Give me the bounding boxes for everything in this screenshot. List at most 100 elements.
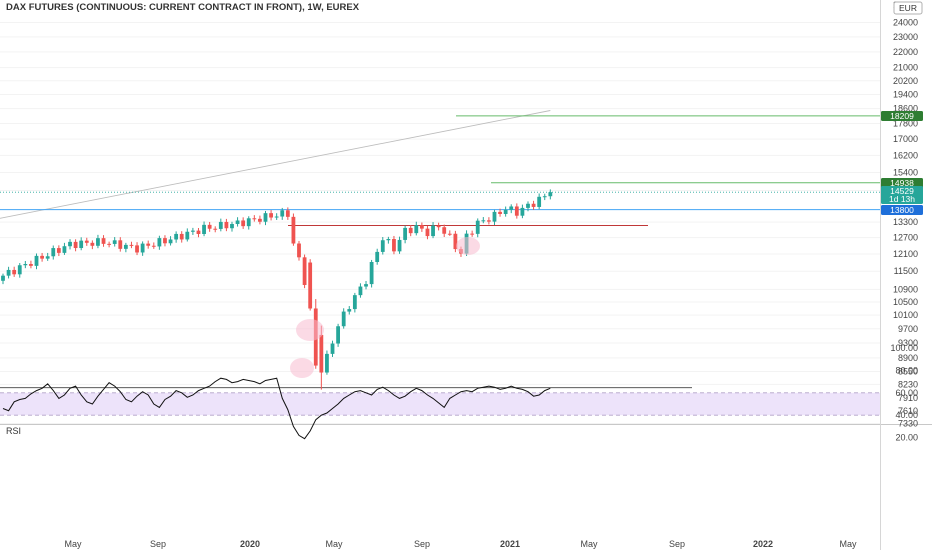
- candle-body[interactable]: [481, 220, 486, 222]
- rsi-axis[interactable]: 100.00 80.00 60.00 40.00 20.00: [890, 343, 918, 443]
- candle-body[interactable]: [40, 255, 44, 259]
- candle-body[interactable]: [6, 269, 11, 276]
- candle-body[interactable]: [325, 353, 329, 373]
- candle-body[interactable]: [486, 220, 491, 222]
- candle-body[interactable]: [542, 196, 547, 198]
- candle-body[interactable]: [414, 225, 419, 234]
- candle-body[interactable]: [419, 225, 424, 229]
- candle-body[interactable]: [68, 241, 72, 247]
- candle-body[interactable]: [163, 238, 167, 244]
- candle-body[interactable]: [308, 262, 313, 309]
- candle-body[interactable]: [230, 223, 234, 229]
- candle-body[interactable]: [84, 240, 89, 243]
- candle-body[interactable]: [436, 225, 441, 228]
- candle-body[interactable]: [258, 218, 262, 222]
- candle-body[interactable]: [73, 241, 78, 249]
- candle-body[interactable]: [475, 220, 480, 234]
- candle-body[interactable]: [224, 221, 229, 229]
- candle-body[interactable]: [447, 233, 452, 235]
- candle-body[interactable]: [174, 233, 179, 240]
- candle-body[interactable]: [341, 311, 346, 327]
- candle-body[interactable]: [520, 207, 525, 216]
- candle-body[interactable]: [118, 240, 123, 249]
- candle-body[interactable]: [34, 255, 39, 266]
- candle-body[interactable]: [157, 238, 162, 247]
- candle-body[interactable]: [280, 210, 285, 217]
- candle-body[interactable]: [297, 243, 301, 258]
- candle-body[interactable]: [29, 264, 33, 266]
- candle-body[interactable]: [1, 275, 5, 281]
- candle-body[interactable]: [269, 213, 273, 218]
- rsi-pane[interactable]: [0, 377, 880, 440]
- candle-body[interactable]: [302, 257, 307, 285]
- candle-body[interactable]: [196, 230, 201, 234]
- candle-body[interactable]: [246, 218, 251, 227]
- candle-body[interactable]: [347, 309, 352, 312]
- candle-body[interactable]: [151, 245, 156, 247]
- candle-body[interactable]: [179, 233, 184, 240]
- candle-body[interactable]: [392, 239, 396, 252]
- candle-body[interactable]: [285, 210, 290, 217]
- candle-body[interactable]: [352, 295, 357, 310]
- candle-body[interactable]: [470, 233, 475, 235]
- candle-body[interactable]: [386, 239, 391, 241]
- candle-body[interactable]: [213, 228, 218, 230]
- price-axis[interactable]: 24000 23000 22000 21000 20200 19400 18600 17800…: [893, 0, 918, 429]
- candle-body[interactable]: [146, 243, 151, 246]
- candle-body[interactable]: [431, 225, 435, 237]
- time-axis[interactable]: May Sep 2020 May Sep 2021 May Sep 2022 May: [64, 539, 857, 549]
- candle-body[interactable]: [190, 230, 195, 232]
- candle-body[interactable]: [291, 216, 296, 244]
- candle-body[interactable]: [123, 244, 128, 249]
- candle-body[interactable]: [319, 334, 324, 373]
- candle-body[interactable]: [531, 203, 536, 207]
- candle-body[interactable]: [364, 284, 368, 287]
- candle-body[interactable]: [274, 216, 279, 218]
- candle-body[interactable]: [185, 231, 190, 240]
- candle-body[interactable]: [425, 228, 430, 237]
- candle-body[interactable]: [12, 269, 17, 275]
- candle-body[interactable]: [336, 326, 340, 344]
- candle-body[interactable]: [129, 244, 134, 246]
- candle-body[interactable]: [509, 206, 514, 210]
- candle-body[interactable]: [62, 246, 67, 253]
- candle-body[interactable]: [252, 218, 257, 220]
- trend-line[interactable]: [0, 110, 551, 219]
- candle-body[interactable]: [263, 213, 268, 222]
- candle-body[interactable]: [403, 227, 408, 240]
- candle-body[interactable]: [526, 203, 530, 208]
- candle-body[interactable]: [135, 245, 139, 253]
- candle-body[interactable]: [369, 262, 374, 285]
- candle-body[interactable]: [498, 211, 502, 214]
- rsi-line[interactable]: [2, 377, 551, 440]
- candle-body[interactable]: [23, 264, 28, 266]
- candle-body[interactable]: [442, 227, 447, 234]
- candle-body[interactable]: [56, 248, 61, 253]
- candle-body[interactable]: [101, 238, 106, 244]
- candle-body[interactable]: [503, 209, 508, 214]
- candle-body[interactable]: [218, 221, 223, 229]
- candle-body[interactable]: [453, 233, 458, 250]
- candle-body[interactable]: [241, 220, 246, 227]
- candle-body[interactable]: [112, 240, 117, 244]
- candle-body[interactable]: [168, 239, 173, 244]
- candle-body[interactable]: [492, 211, 497, 222]
- candle-body[interactable]: [380, 240, 385, 252]
- candle-body[interactable]: [375, 251, 380, 263]
- candle-body[interactable]: [90, 242, 95, 246]
- candle-body[interactable]: [235, 220, 240, 224]
- candle-body[interactable]: [17, 265, 22, 275]
- candle-body[interactable]: [79, 240, 84, 249]
- candle-body[interactable]: [548, 192, 553, 197]
- candle-body[interactable]: [330, 343, 335, 354]
- candle-body[interactable]: [408, 227, 413, 234]
- candle-body[interactable]: [207, 224, 212, 229]
- candle-body[interactable]: [96, 238, 100, 246]
- candle-body[interactable]: [107, 243, 112, 245]
- drawn-levels[interactable]: [0, 110, 880, 389]
- candle-body[interactable]: [358, 286, 363, 296]
- candle-body[interactable]: [202, 224, 206, 234]
- currency-button[interactable]: EUR: [893, 1, 923, 15]
- candle-body[interactable]: [51, 248, 56, 257]
